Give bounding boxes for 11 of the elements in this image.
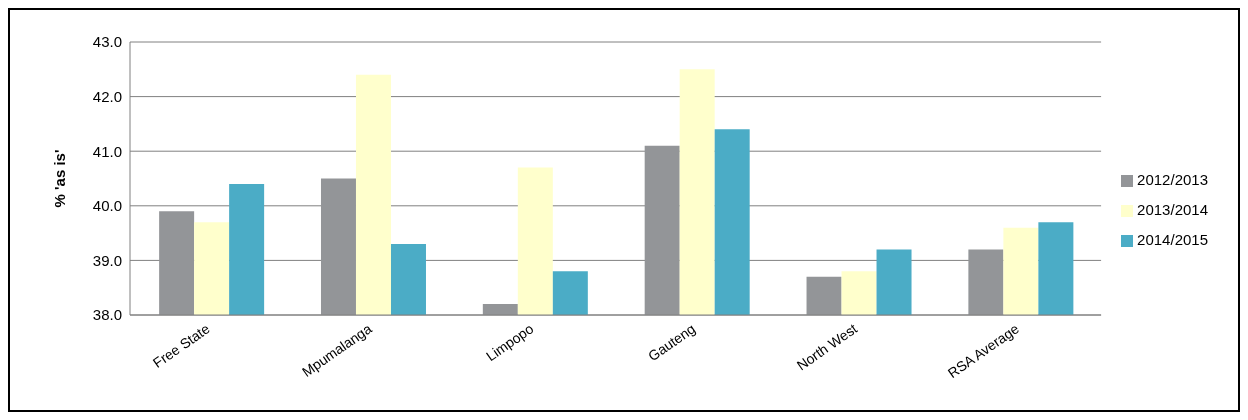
y-tick-label: 41.0: [92, 142, 122, 160]
y-tick-label: 40.0: [92, 197, 122, 215]
x-tick-label: Free State: [149, 320, 213, 371]
y-axis-title: % 'as is': [51, 149, 69, 208]
legend-label: 2012/2013: [1137, 171, 1208, 188]
y-tick-label: 43.0: [92, 33, 122, 51]
y-tick-label: 42.0: [92, 87, 122, 105]
legend-label: 2013/2014: [1137, 201, 1208, 218]
legend-label: 2014/2015: [1137, 231, 1208, 248]
y-tick-label: 38.0: [92, 306, 122, 324]
y-tick-label: 39.0: [92, 251, 122, 269]
